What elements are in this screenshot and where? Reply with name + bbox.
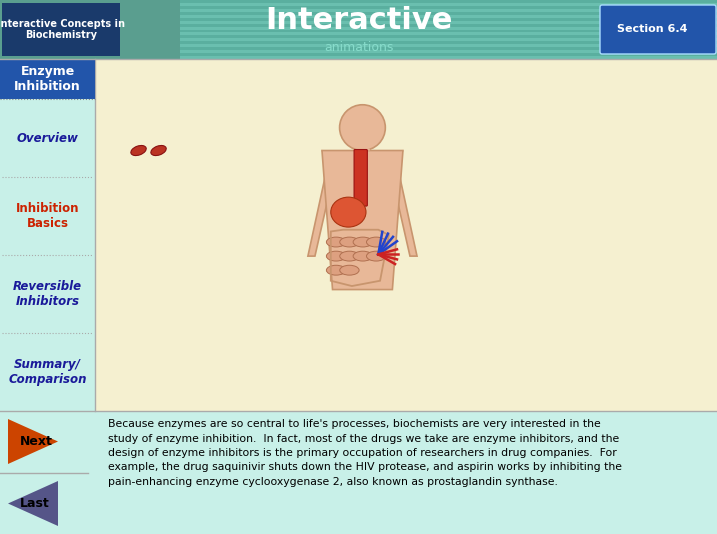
Text: Summary/
Comparison: Summary/ Comparison xyxy=(9,358,87,386)
Ellipse shape xyxy=(151,145,166,155)
Ellipse shape xyxy=(353,237,373,247)
Text: Because enzymes are so central to life's processes, biochemists are very interes: Because enzymes are so central to life's… xyxy=(108,419,601,429)
Polygon shape xyxy=(8,419,58,464)
Bar xyxy=(2,3,120,56)
Bar xyxy=(180,41,717,44)
Ellipse shape xyxy=(366,251,386,261)
Bar xyxy=(180,33,717,35)
Bar xyxy=(180,29,717,33)
Ellipse shape xyxy=(131,145,146,155)
Bar xyxy=(180,12,717,15)
Text: Interactive Concepts in
Biochemistry: Interactive Concepts in Biochemistry xyxy=(0,19,125,40)
Text: Overview: Overview xyxy=(16,131,78,145)
FancyBboxPatch shape xyxy=(600,5,716,54)
Text: Reversible
Inhibitors: Reversible Inhibitors xyxy=(13,280,82,308)
Polygon shape xyxy=(322,151,403,289)
Text: pain-enhancing enzyme cyclooxygenase 2, also known as prostaglandin synthase.: pain-enhancing enzyme cyclooxygenase 2, … xyxy=(108,477,558,487)
Ellipse shape xyxy=(326,251,346,261)
Ellipse shape xyxy=(340,237,359,247)
Polygon shape xyxy=(355,149,370,151)
Bar xyxy=(0,59,95,411)
Text: Last: Last xyxy=(20,497,49,510)
Bar xyxy=(180,9,717,12)
Bar xyxy=(180,35,717,38)
Bar xyxy=(180,44,717,47)
Text: Enzyme
Inhibition: Enzyme Inhibition xyxy=(14,65,81,93)
Bar xyxy=(180,6,717,9)
Bar xyxy=(180,38,717,41)
Polygon shape xyxy=(389,151,417,256)
Bar xyxy=(0,411,717,534)
Polygon shape xyxy=(308,151,336,256)
Bar xyxy=(180,56,717,59)
Bar xyxy=(180,3,717,6)
Text: animations: animations xyxy=(324,41,393,54)
FancyBboxPatch shape xyxy=(354,150,367,206)
Bar xyxy=(180,23,717,27)
Bar xyxy=(180,50,717,53)
Circle shape xyxy=(340,105,385,151)
Ellipse shape xyxy=(353,251,373,261)
Ellipse shape xyxy=(340,265,359,275)
Bar xyxy=(95,59,717,411)
Bar xyxy=(180,0,717,3)
Bar xyxy=(180,27,717,29)
Ellipse shape xyxy=(326,265,346,275)
Text: study of enzyme inhibition.  In fact, most of the drugs we take are enzyme inhib: study of enzyme inhibition. In fact, mos… xyxy=(108,434,619,444)
Bar xyxy=(180,21,717,23)
Text: example, the drug saquinivir shuts down the HIV protease, and aspirin works by i: example, the drug saquinivir shuts down … xyxy=(108,462,622,473)
Bar xyxy=(180,53,717,56)
Text: Interactive: Interactive xyxy=(265,6,452,35)
Bar xyxy=(180,18,717,21)
Text: design of enzyme inhibitors is the primary occupation of researchers in drug com: design of enzyme inhibitors is the prima… xyxy=(108,448,617,458)
Polygon shape xyxy=(8,481,58,526)
Bar xyxy=(0,0,717,59)
Bar xyxy=(180,15,717,18)
Ellipse shape xyxy=(326,237,346,247)
Bar xyxy=(0,59,95,99)
Bar xyxy=(180,47,717,50)
Ellipse shape xyxy=(340,251,359,261)
Ellipse shape xyxy=(331,197,366,227)
Text: Next: Next xyxy=(20,435,53,448)
Ellipse shape xyxy=(366,237,386,247)
Text: Inhibition
Basics: Inhibition Basics xyxy=(16,202,80,230)
Text: Section 6.4: Section 6.4 xyxy=(617,25,688,35)
